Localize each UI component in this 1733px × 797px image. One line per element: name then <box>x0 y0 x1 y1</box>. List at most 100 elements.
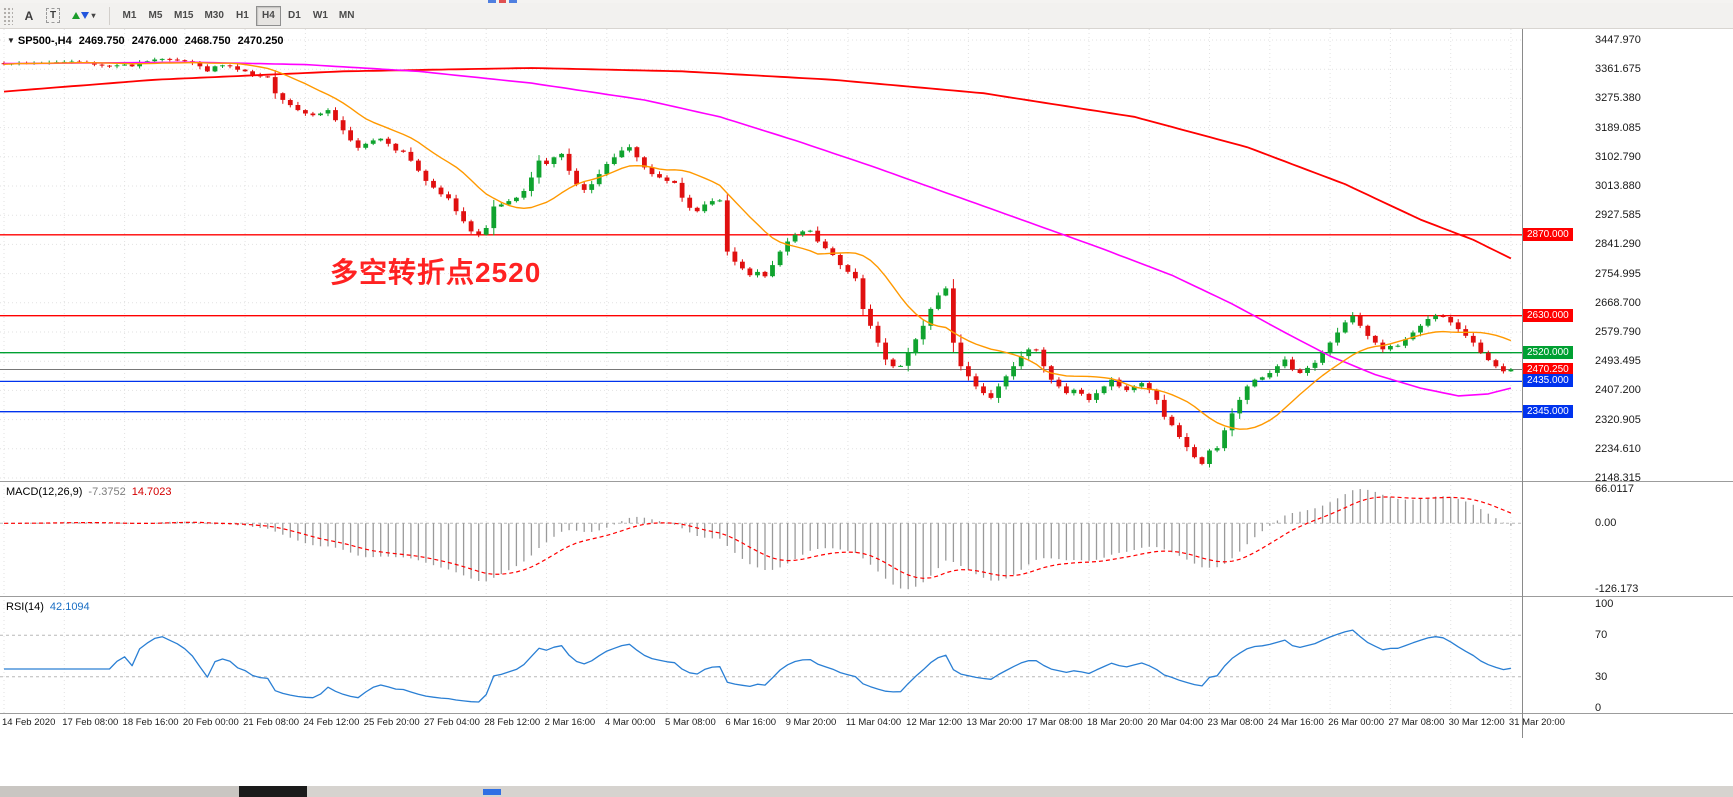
toolbar: A T ▾ M1 M5 M15 M30 H1 H4 D1 W1 MN <box>0 3 1733 29</box>
price-axis-tick: 2320.905 <box>1595 413 1641 426</box>
price-axis-tick: 2493.495 <box>1595 355 1641 368</box>
level-price-tag: 2870.000 <box>1523 227 1573 241</box>
rsi-axis-label: 70 <box>1595 629 1608 642</box>
time-axis-label: 28 Feb 12:00 <box>484 717 541 728</box>
timeframe-w1[interactable]: W1 <box>308 6 333 26</box>
level-price-tag: 2345.000 <box>1523 404 1573 418</box>
time-axis-label: 17 Mar 08:00 <box>1026 717 1083 728</box>
time-axis-label: 17 Feb 08:00 <box>62 717 119 728</box>
macd-axis-label: -126.173 <box>1595 583 1639 595</box>
current-price-tag: 2470.250 <box>1523 362 1573 376</box>
price-chart-canvas[interactable] <box>0 29 1522 481</box>
price-chart-panel[interactable] <box>0 29 1733 481</box>
symbol-name: SP500-,H4 <box>17 35 72 47</box>
low-value: 2468.750 <box>184 35 231 47</box>
timeframe-m30[interactable]: M30 <box>199 6 228 26</box>
rsi-header: RSI(14) 42.1094 <box>6 601 90 613</box>
timeframe-m1[interactable]: M1 <box>117 6 142 26</box>
price-axis-tick: 3013.880 <box>1595 180 1641 192</box>
price-axis-tick: 2927.585 <box>1595 209 1641 222</box>
time-axis-label: 24 Mar 16:00 <box>1267 717 1324 728</box>
macd-header: MACD(12,26,9) -7.3752 14.7023 <box>6 486 172 498</box>
time-axis-label: 11 Mar 04:00 <box>845 717 902 728</box>
price-axis-tick: 2407.200 <box>1595 384 1641 397</box>
time-axis-label: 14 Feb 2020 <box>2 717 56 728</box>
timeframe-m15[interactable]: M15 <box>169 6 198 26</box>
rsi-axis-label: 30 <box>1595 670 1608 683</box>
time-axis-label: 5 Mar 08:00 <box>665 717 716 728</box>
price-axis-tick: 3102.790 <box>1595 150 1641 163</box>
toolbar-separator <box>109 6 110 25</box>
time-axis-label: 12 Mar 12:00 <box>906 717 963 728</box>
level-price-tag: 2435.000 <box>1523 374 1573 388</box>
price-axis-tick: 3361.675 <box>1595 63 1641 76</box>
time-axis-label: 26 Mar 00:00 <box>1328 717 1385 728</box>
timeframe-h1[interactable]: H1 <box>230 6 255 26</box>
taskbar-button[interactable] <box>239 786 307 797</box>
macd-canvas[interactable] <box>0 481 1522 596</box>
time-axis-label: 25 Feb 20:00 <box>363 717 420 728</box>
time-axis-label: 2 Mar 16:00 <box>544 717 596 728</box>
time-axis-label: 18 Feb 16:00 <box>122 717 179 728</box>
rsi-value: 42.1094 <box>49 601 90 613</box>
time-axis-label: 6 Mar 16:00 <box>725 717 777 728</box>
window-top-sliver <box>0 0 1733 3</box>
down-arrow-icon <box>81 12 90 19</box>
time-axis-label: 21 Feb 08:00 <box>243 717 300 728</box>
time-axis-label: 27 Feb 04:00 <box>423 717 480 728</box>
level-price-tag: 2630.000 <box>1523 308 1573 322</box>
timeframe-h4[interactable]: H4 <box>255 5 281 26</box>
rsi-title: RSI(14) <box>6 601 44 613</box>
rsi-canvas[interactable] <box>0 596 1522 713</box>
rsi-panel[interactable] <box>0 596 1733 713</box>
macd-axis-label: 0.00 <box>1595 517 1617 530</box>
macd-panel[interactable] <box>0 481 1733 596</box>
price-axis-tick: 2754.995 <box>1595 267 1641 280</box>
panel-splitter-macd[interactable] <box>0 481 1733 482</box>
time-axis-label: 24 Feb 12:00 <box>303 717 360 728</box>
time-axis-label: 27 Mar 08:00 <box>1388 717 1445 728</box>
price-axis-tick: 3275.380 <box>1595 92 1641 105</box>
cutoff-icon-blue2 <box>509 0 517 3</box>
rsi-axis-label: 0 <box>1595 702 1602 714</box>
open-value: 2469.750 <box>78 35 125 47</box>
time-axis-label: 13 Mar 20:00 <box>966 717 1023 728</box>
timeframe-mn[interactable]: MN <box>334 6 360 26</box>
text-tool-icon: T <box>45 8 61 23</box>
cutoff-icon-red <box>499 0 506 3</box>
time-axis-border <box>0 713 1733 714</box>
timeframe-group: M1 M5 M15 M30 H1 H4 D1 W1 MN <box>117 5 360 26</box>
chart-annotation: 多空转折点2520 <box>330 257 542 288</box>
price-axis-tick: 3189.085 <box>1595 121 1641 134</box>
taskbar-sliver <box>0 786 1733 797</box>
collapse-triangle-icon[interactable]: ▼ <box>7 36 15 45</box>
panel-splitter-rsi[interactable] <box>0 596 1733 597</box>
cycle-symbols-button[interactable]: ▾ <box>66 6 102 26</box>
taskbar-accent <box>483 789 501 795</box>
taskbar-left-segment <box>0 786 239 797</box>
price-axis-tick: 3447.970 <box>1595 34 1641 46</box>
time-axis-label: 4 Mar 00:00 <box>604 717 656 728</box>
price-axis-tick: 2234.610 <box>1595 442 1641 455</box>
up-arrow-icon <box>72 12 81 19</box>
macd-signal-value: 14.7023 <box>131 486 172 498</box>
timeframe-m5[interactable]: M5 <box>143 6 168 26</box>
toolbar-grip[interactable] <box>3 6 13 25</box>
rsi-axis-label: 100 <box>1595 598 1614 610</box>
time-axis-label: 20 Feb 00:00 <box>182 717 239 728</box>
timeframe-d1[interactable]: D1 <box>282 6 307 26</box>
time-axis-label: 23 Mar 08:00 <box>1207 717 1264 728</box>
high-value: 2476.000 <box>131 35 178 47</box>
arrow-text-tool-button[interactable]: A <box>18 6 40 26</box>
price-axis-border <box>1522 29 1523 738</box>
symbol-ohlc-readout: ▼ SP500-,H4 2469.750 2476.000 2468.750 24… <box>7 35 288 47</box>
time-axis <box>0 713 1733 738</box>
price-axis-tick: 2841.290 <box>1595 238 1641 251</box>
text-label-tool-button[interactable]: T <box>42 6 64 26</box>
time-axis-label: 30 Mar 12:00 <box>1448 717 1505 728</box>
price-axis-tick: 2668.700 <box>1595 296 1641 309</box>
macd-main-value: -7.3752 <box>88 486 126 498</box>
macd-title: MACD(12,26,9) <box>6 486 83 498</box>
time-axis-label: 20 Mar 04:00 <box>1147 717 1204 728</box>
close-value: 2470.250 <box>237 35 284 47</box>
